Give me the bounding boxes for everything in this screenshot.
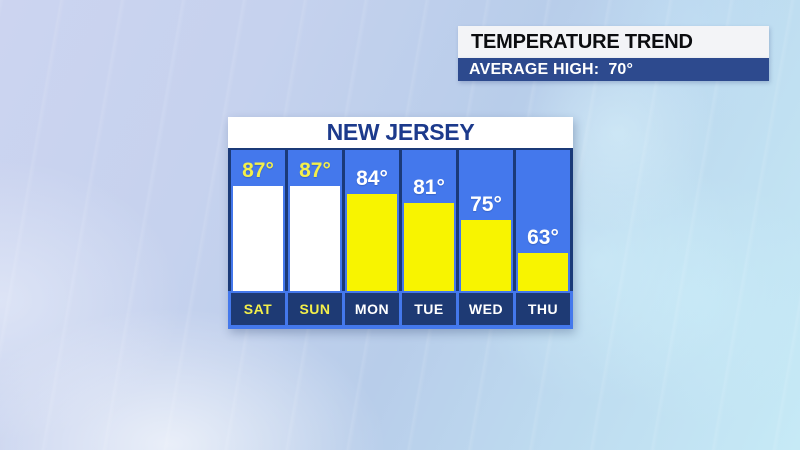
day-label: TUE bbox=[402, 293, 456, 325]
temperature-label: 81° bbox=[413, 175, 445, 199]
day-label: MON bbox=[345, 293, 399, 325]
temperature-bar bbox=[518, 253, 568, 291]
temperature-bar bbox=[290, 186, 340, 291]
temperature-bar bbox=[233, 186, 283, 291]
forecast-panel: NEW JERSEY 87° 87° 84° 81° 75° 63° SAT SUN MON T… bbox=[228, 117, 573, 329]
bar-column: 75° bbox=[459, 150, 513, 291]
bar-column: 81° bbox=[402, 150, 456, 291]
average-high-bar: AVERAGE HIGH: 70° bbox=[458, 58, 769, 81]
temperature-label: 87° bbox=[242, 159, 274, 183]
temperature-bar-chart: 87° 87° 84° 81° 75° 63° bbox=[228, 148, 573, 291]
temperature-label: 87° bbox=[299, 159, 331, 183]
header-title: TEMPERATURE TREND bbox=[471, 30, 693, 53]
bar-column: 63° bbox=[516, 150, 570, 291]
temperature-bar bbox=[461, 219, 511, 291]
bar-column: 84° bbox=[345, 150, 399, 291]
temperature-label: 63° bbox=[527, 226, 559, 250]
day-label: THU bbox=[516, 293, 570, 325]
temperature-trend-header: TEMPERATURE TREND bbox=[458, 26, 769, 58]
day-label: SAT bbox=[231, 293, 285, 325]
day-label: SUN bbox=[288, 293, 342, 325]
bar-column: 87° bbox=[288, 150, 342, 291]
temperature-label: 75° bbox=[470, 192, 502, 216]
average-high-label: AVERAGE HIGH: bbox=[469, 60, 600, 78]
day-labels-row: SAT SUN MON TUE WED THU bbox=[228, 291, 573, 329]
temperature-bar bbox=[347, 194, 397, 291]
temperature-bar bbox=[404, 202, 454, 291]
temperature-label: 84° bbox=[356, 167, 388, 191]
average-high-value: 70° bbox=[608, 60, 634, 78]
panel-title: NEW JERSEY bbox=[228, 117, 573, 148]
day-label: WED bbox=[459, 293, 513, 325]
bar-column: 87° bbox=[231, 150, 285, 291]
